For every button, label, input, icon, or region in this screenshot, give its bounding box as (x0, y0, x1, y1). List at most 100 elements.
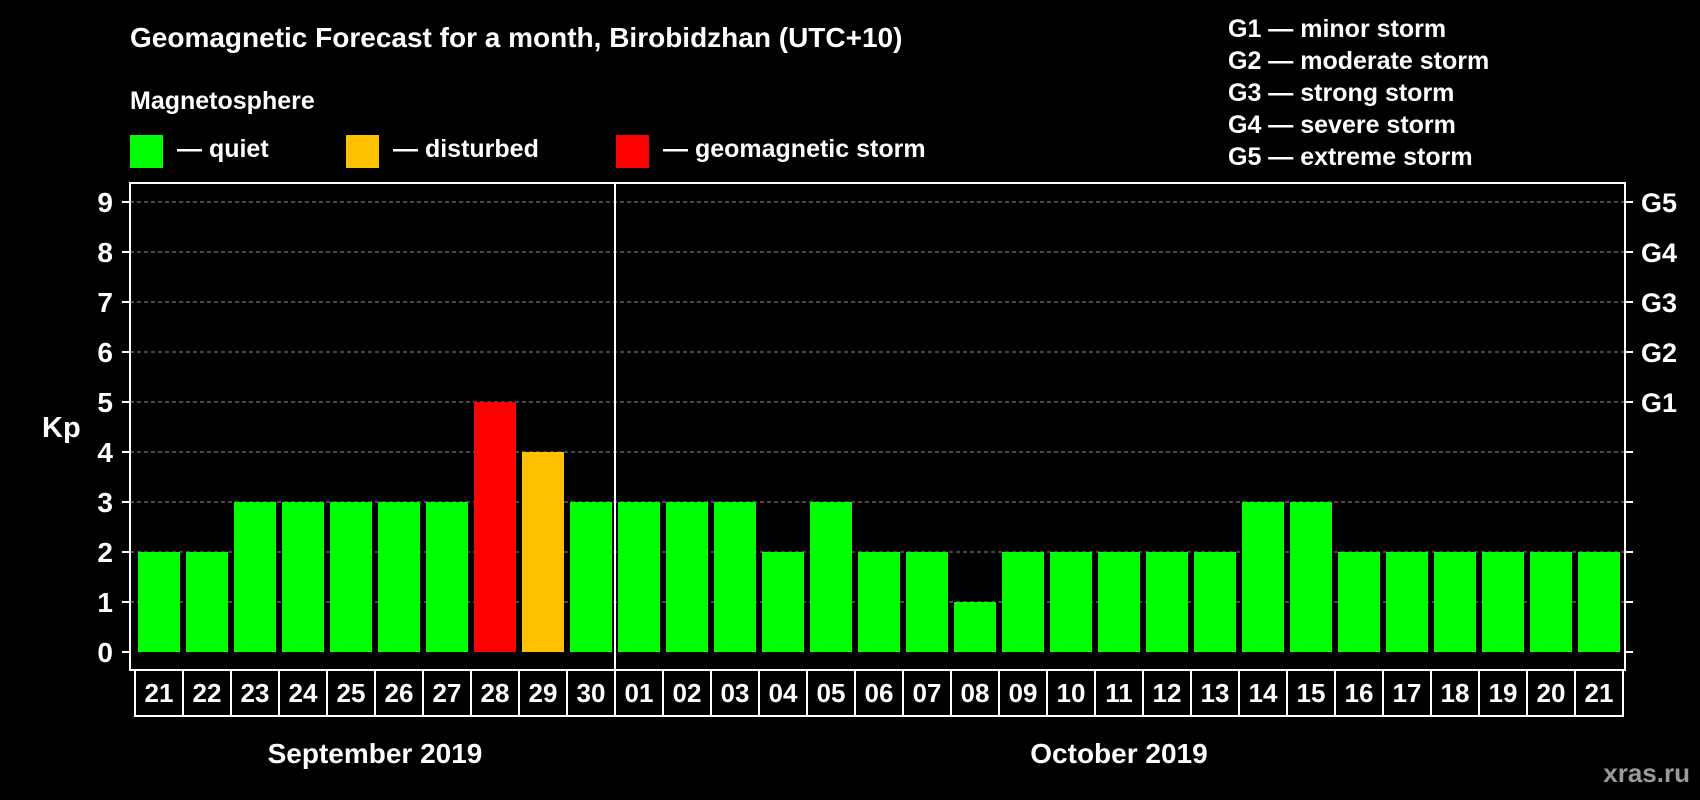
date-label-21: 12 (1153, 678, 1182, 708)
bar-18 (1002, 552, 1044, 652)
bar-9 (570, 502, 612, 652)
date-label-1: 22 (193, 678, 222, 708)
date-label-16: 07 (913, 678, 942, 708)
color-legend: — quiet — disturbed — geomagnetic storm (130, 135, 926, 168)
date-label-23: 14 (1249, 678, 1278, 708)
bar-4 (330, 502, 372, 652)
bar-21 (1146, 552, 1188, 652)
ytick-label-5: 5 (97, 387, 113, 418)
bar-5 (378, 502, 420, 652)
date-label-15: 06 (865, 678, 894, 708)
date-label-18: 09 (1009, 678, 1038, 708)
ytick-label-4: 4 (97, 437, 113, 468)
bar-29 (1530, 552, 1572, 652)
date-label-28: 19 (1489, 678, 1518, 708)
bars (138, 402, 1620, 652)
date-label-26: 17 (1393, 678, 1422, 708)
bar-11 (666, 502, 708, 652)
date-label-3: 24 (289, 678, 318, 708)
ytick-label-2: 2 (97, 537, 113, 568)
legend-label-quiet: — quiet (177, 135, 269, 163)
bar-15 (858, 552, 900, 652)
date-label-13: 04 (769, 678, 798, 708)
ytick-label-6: 6 (97, 337, 113, 368)
storm-scale-g3: G3 — strong storm (1228, 79, 1454, 107)
bar-27 (1434, 552, 1476, 652)
bar-10 (618, 502, 660, 652)
bar-17 (954, 602, 996, 652)
legend-swatch-quiet (130, 135, 163, 168)
bar-12 (714, 502, 756, 652)
bar-25 (1338, 552, 1380, 652)
date-label-6: 27 (433, 678, 462, 708)
date-label-30: 21 (1585, 678, 1614, 708)
y-axis-label: Kp (42, 412, 81, 444)
date-label-14: 05 (817, 678, 846, 708)
bar-26 (1386, 552, 1428, 652)
date-label-9: 30 (577, 678, 606, 708)
ytick-label-7: 7 (97, 287, 113, 318)
bar-6 (426, 502, 468, 652)
storm-level-g3: G3 (1641, 288, 1677, 318)
legend-title: Magnetosphere (130, 87, 315, 115)
legend-swatch-disturbed (346, 135, 379, 168)
date-axis: 21 22 23 24 25 26 27 28 29 30 01 02 03 04 05 06 07 08 09 10… (134, 669, 1624, 717)
legend-label-storm: — geomagnetic storm (663, 135, 926, 163)
date-label-29: 20 (1537, 678, 1566, 708)
storm-level-g1: G1 (1641, 388, 1677, 418)
storm-scale-g5: G5 — extreme storm (1228, 143, 1473, 171)
ytick-label-3: 3 (97, 487, 113, 518)
month-label-september: September 2019 (268, 738, 483, 769)
storm-level-g5: G5 (1641, 188, 1677, 218)
storm-level-g4: G4 (1641, 238, 1677, 268)
bar-19 (1050, 552, 1092, 652)
date-label-17: 08 (961, 678, 990, 708)
storm-scale-g4: G4 — severe storm (1228, 111, 1456, 139)
storm-scale-g2: G2 — moderate storm (1228, 47, 1489, 75)
bar-7 (474, 402, 516, 652)
chart-title: Geomagnetic Forecast for a month, Birobi… (130, 22, 902, 53)
date-label-27: 18 (1441, 678, 1470, 708)
bar-14 (810, 502, 852, 652)
bar-1 (186, 552, 228, 652)
bar-24 (1290, 502, 1332, 652)
storm-scale-legend: G1 — minor storm G2 — moderate storm G3 … (1228, 15, 1489, 171)
watermark: xras.ru (1603, 758, 1690, 788)
date-axis-border (134, 669, 1624, 717)
date-label-11: 02 (673, 678, 702, 708)
date-label-5: 26 (385, 678, 414, 708)
storm-level-g2: G2 (1641, 338, 1677, 368)
ytick-label-9: 9 (97, 187, 113, 218)
bar-22 (1194, 552, 1236, 652)
bar-28 (1482, 552, 1524, 652)
date-label-19: 10 (1057, 678, 1086, 708)
ytick-label-8: 8 (97, 237, 113, 268)
bar-16 (906, 552, 948, 652)
date-label-24: 15 (1297, 678, 1326, 708)
date-label-12: 03 (721, 678, 750, 708)
date-label-2: 23 (241, 678, 270, 708)
bar-23 (1242, 502, 1284, 652)
ytick-label-0: 0 (97, 637, 113, 668)
bar-3 (282, 502, 324, 652)
month-label-october: October 2019 (1030, 738, 1207, 769)
date-label-8: 29 (529, 678, 558, 708)
date-label-25: 16 (1345, 678, 1374, 708)
date-label-10: 01 (625, 678, 654, 708)
y-axis-ticks: 0 1 2 3 4 5 6 7 8 9 (97, 187, 130, 668)
storm-level-ticks: G1 G2 G3 G4 G5 (1625, 188, 1677, 653)
storm-scale-g1: G1 — minor storm (1228, 15, 1446, 43)
bar-30 (1578, 552, 1620, 652)
bar-8 (522, 452, 564, 652)
bar-13 (762, 552, 804, 652)
bar-2 (234, 502, 276, 652)
ytick-label-1: 1 (97, 587, 113, 618)
legend-label-disturbed: — disturbed (393, 135, 539, 163)
date-label-0: 21 (145, 678, 174, 708)
legend-swatch-storm (616, 135, 649, 168)
date-label-22: 13 (1201, 678, 1230, 708)
bar-20 (1098, 552, 1140, 652)
date-label-20: 11 (1105, 678, 1133, 708)
date-label-4: 25 (337, 678, 366, 708)
